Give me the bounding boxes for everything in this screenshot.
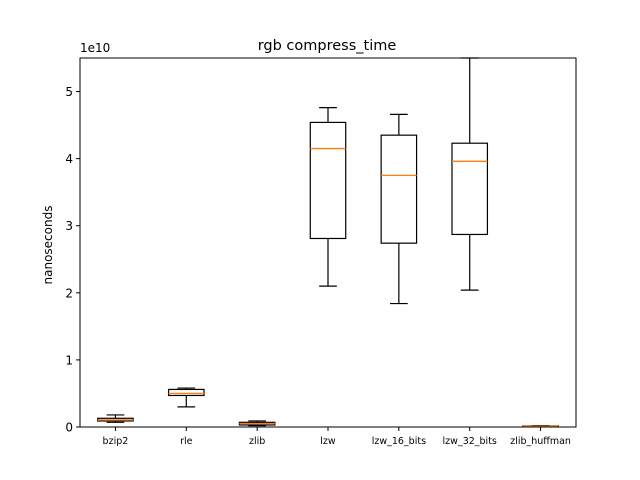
plot-area-frame [79, 57, 577, 428]
box-lzw_16_bits [380, 113, 418, 305]
y-tick-label: 1 [65, 353, 73, 367]
y-axis-label: nanoseconds [41, 206, 55, 285]
y-scale-label: 1e10 [80, 41, 110, 55]
x-tick-label: bzip2 [103, 436, 129, 447]
y-axis-ticks: 0 1 2 3 4 5 [65, 85, 80, 435]
y-tick-label: 2 [65, 286, 73, 300]
box-iqr [167, 388, 205, 397]
box-iqr [380, 134, 418, 244]
x-tick-label: zlib [249, 436, 265, 447]
box-iqr [309, 121, 347, 240]
x-tick-label: lzw [320, 436, 336, 447]
x-tick-label: lzw_32_bits [443, 436, 497, 447]
x-tick-label: rle [180, 436, 193, 447]
box-lzw_32_bits [451, 57, 489, 291]
box-zlib [238, 420, 276, 427]
box-bzip2 [97, 414, 134, 423]
x-tick-label: zlib_huffman [510, 436, 571, 447]
y-tick-label: 0 [65, 421, 73, 435]
box-lzw [309, 107, 347, 287]
y-tick-label: 5 [65, 85, 73, 99]
y-tick-label: 3 [65, 219, 73, 233]
box-rle [167, 387, 205, 408]
x-axis-ticks: bzip2 rle zlib lzw lzw_16_bits lzw_32_bits zli… [103, 427, 571, 447]
x-tick-label: lzw_16_bits [372, 436, 426, 447]
y-tick-label: 4 [65, 152, 73, 166]
box-series [97, 57, 559, 428]
chart-title: rgb compress_time [258, 38, 397, 54]
box-iqr [451, 142, 489, 236]
